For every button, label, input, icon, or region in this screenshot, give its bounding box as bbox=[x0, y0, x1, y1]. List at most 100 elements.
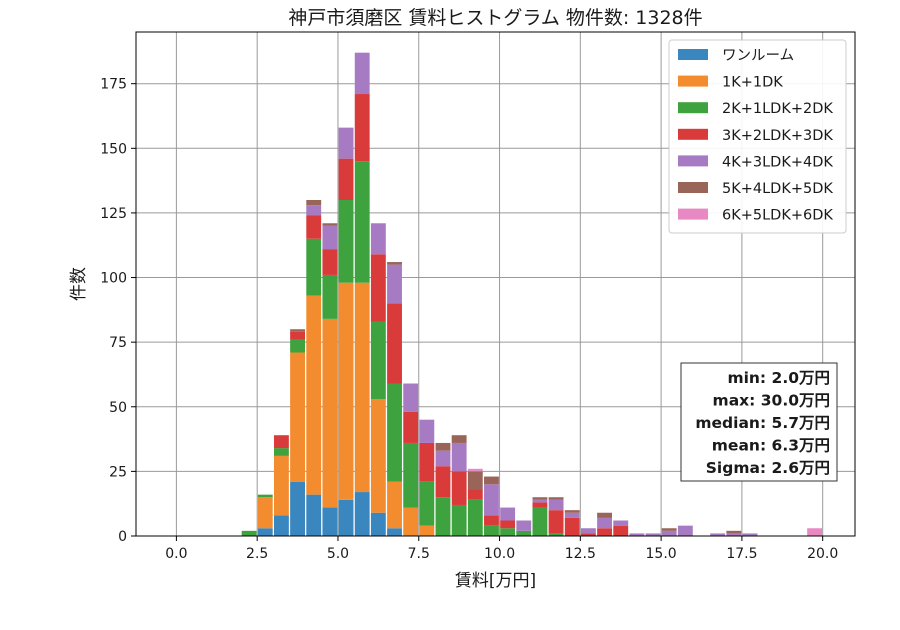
histogram-bar-segment bbox=[435, 450, 451, 467]
histogram-bar-segment bbox=[532, 499, 548, 503]
histogram-bar-segment bbox=[273, 435, 289, 449]
histogram-bar-segment bbox=[257, 494, 273, 498]
histogram-bar-segment bbox=[387, 528, 402, 536]
histogram-bar-segment bbox=[354, 282, 370, 493]
histogram-bar-segment bbox=[597, 528, 612, 536]
stats-mean: mean: 6.3万円 bbox=[712, 437, 830, 455]
histogram-bar-segment bbox=[516, 530, 532, 536]
bars bbox=[241, 52, 823, 536]
histogram-bar-segment bbox=[467, 471, 483, 490]
histogram-bar-segment bbox=[645, 533, 661, 536]
histogram-bar-segment bbox=[500, 507, 516, 521]
stats-min: min: 2.0万円 bbox=[727, 369, 830, 387]
stats-box: min: 2.0万円 max: 30.0万円 median: 5.7万円 mea… bbox=[680, 362, 838, 482]
legend-label: 1K+1DK bbox=[722, 75, 783, 91]
histogram-bar-segment bbox=[419, 419, 435, 443]
grid-lines bbox=[136, 32, 855, 537]
histogram-bar-segment bbox=[370, 512, 386, 536]
histogram-bar-segment bbox=[548, 497, 564, 500]
histogram-bar-segment bbox=[387, 383, 402, 482]
legend-swatch bbox=[678, 49, 708, 60]
histogram-bar-segment bbox=[370, 399, 386, 513]
histogram-bar-segment bbox=[322, 507, 338, 536]
histogram-bar-segment bbox=[484, 476, 499, 485]
histogram-bar-segment bbox=[500, 528, 516, 536]
histogram-bar-segment bbox=[354, 52, 370, 95]
histogram-bar-segment bbox=[484, 525, 499, 536]
histogram-bar-segment bbox=[710, 533, 726, 536]
legend: ワンルーム 1K+1DK 2K+1LDK+2DK 3K+2LDK+3DK 4K+3LDK… bbox=[668, 39, 847, 234]
y-tick-label: 0 bbox=[118, 529, 127, 545]
x-tick-label: 17.5 bbox=[726, 546, 757, 562]
histogram-bar-segment bbox=[726, 530, 742, 534]
histogram-bar-segment bbox=[435, 442, 451, 451]
chart-title: 神戸市須磨区 賃料ヒストグラム 物件数: 1328件 bbox=[288, 7, 702, 29]
histogram-bar-segment bbox=[370, 321, 386, 400]
legend-swatch bbox=[678, 102, 708, 114]
histogram-bar-segment bbox=[241, 530, 257, 536]
histogram-bar-segment bbox=[273, 455, 289, 516]
x-axis-label: 賃料[万円] bbox=[455, 571, 536, 591]
histogram-bar-segment bbox=[742, 533, 758, 536]
y-tick-label: 75 bbox=[109, 335, 127, 351]
histogram-bar-segment bbox=[322, 223, 338, 226]
x-tick-label: 12.5 bbox=[565, 546, 596, 562]
histogram-bar-segment bbox=[306, 205, 322, 216]
histogram-bar-segment bbox=[370, 254, 386, 322]
histogram-bar-segment bbox=[532, 497, 548, 500]
legend-swatch bbox=[678, 208, 708, 220]
histogram-bar-segment bbox=[273, 515, 289, 536]
histogram-bar-segment bbox=[290, 481, 306, 536]
histogram-bar-segment bbox=[564, 510, 580, 513]
y-axis-ticks: 0 25 50 75 100 125 150 175 bbox=[100, 77, 136, 545]
y-tick-label: 175 bbox=[100, 77, 127, 93]
histogram-bar-segment bbox=[306, 215, 322, 239]
histogram-bar-segment bbox=[451, 471, 467, 505]
histogram-bar-segment bbox=[403, 411, 419, 443]
histogram-bar-segment bbox=[290, 331, 306, 340]
histogram-bar-segment bbox=[322, 274, 338, 319]
y-tick-label: 25 bbox=[109, 464, 127, 480]
histogram-bar-segment bbox=[564, 517, 580, 536]
histogram-bar-segment bbox=[306, 238, 322, 296]
histogram-bar-segment bbox=[467, 468, 483, 472]
histogram-bar-segment bbox=[419, 442, 435, 482]
histogram-bar-segment bbox=[451, 504, 467, 536]
histogram-bar-segment bbox=[338, 200, 354, 283]
legend-label: 3K+2LDK+3DK bbox=[722, 128, 833, 144]
x-tick-label: 10.0 bbox=[484, 546, 515, 562]
histogram-bar-segment bbox=[403, 507, 419, 536]
histogram-bar-segment bbox=[322, 249, 338, 275]
stats-median: median: 5.7万円 bbox=[695, 414, 830, 432]
histogram-bar-segment bbox=[306, 494, 322, 536]
histogram-bar-segment bbox=[290, 352, 306, 482]
histogram-bar-segment bbox=[435, 466, 451, 498]
y-axis-label: 件数 bbox=[69, 267, 89, 301]
histogram-bar-segment bbox=[306, 200, 322, 206]
histogram-bar-segment bbox=[580, 528, 596, 534]
histogram-bar-segment bbox=[322, 225, 338, 250]
stats-box-frame bbox=[680, 362, 838, 482]
histogram-bar-segment bbox=[338, 499, 354, 536]
plot-frame bbox=[135, 31, 856, 537]
histogram-bar-segment bbox=[257, 528, 273, 536]
histogram-bar-segment bbox=[484, 484, 499, 516]
histogram-bar-segment bbox=[338, 158, 354, 200]
x-axis-ticks: 0.0 2.5 5.0 7.5 10.0 12.5 15.0 17.5 20.0 bbox=[165, 536, 838, 562]
histogram-bar-segment bbox=[306, 295, 322, 495]
histogram-bar-segment bbox=[419, 525, 435, 536]
legend-frame bbox=[668, 39, 847, 234]
histogram-bar-segment bbox=[500, 520, 516, 529]
legend-label: 5K+4LDK+5DK bbox=[722, 181, 833, 197]
histogram-bar-segment bbox=[532, 502, 548, 508]
histogram-bar-segment bbox=[435, 497, 451, 536]
histogram-bar-segment bbox=[516, 520, 532, 531]
histogram-bar-segment bbox=[548, 533, 564, 536]
histogram-bar-segment bbox=[451, 442, 467, 472]
histogram-bar-segment bbox=[597, 517, 612, 529]
y-tick-label: 125 bbox=[100, 206, 127, 222]
y-tick-label: 100 bbox=[100, 271, 127, 287]
histogram-bar-segment bbox=[387, 262, 402, 265]
histogram-bar-segment bbox=[467, 489, 483, 500]
histogram-bar-segment bbox=[548, 499, 564, 511]
